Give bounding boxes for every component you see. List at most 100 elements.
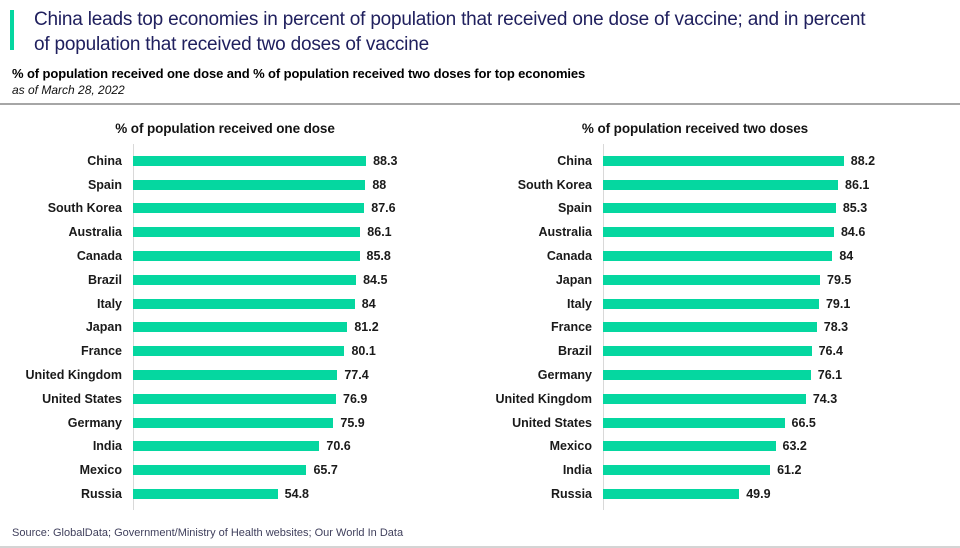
bar-row: Japan 81.2 [10,316,480,340]
value-label: 70.6 [326,439,351,454]
category-label: Canada [546,249,592,264]
value-label: 80.1 [351,344,376,359]
charts-area: % of population received one dose China 8… [0,105,960,510]
category-label: Germany [67,415,122,430]
bar [603,417,785,428]
bar [603,393,806,404]
bar-rows-two-doses: China 88.2 South Korea 86.1 Spain 85.3 Austral… [480,144,950,510]
category-label: United States [42,391,122,406]
value-label: 74.3 [812,391,838,406]
bar [133,227,361,238]
value-label: 76.4 [818,344,843,359]
value-label: 87.6 [371,201,396,216]
bar [133,393,337,404]
bar-row: Spain 88 [10,173,480,197]
bar [133,417,334,428]
bar [603,489,740,500]
bar [133,322,348,333]
category-label: France [81,344,122,359]
category-label: India [92,439,122,454]
bar-row: Italy 84 [10,292,480,316]
value-label: 84 [839,249,854,264]
bar-row: Australia 84.6 [480,220,950,244]
value-label: 79.1 [825,296,851,311]
bar-rows-one-dose: China 88.3 Spain 88 South Korea 87.6 Australia… [10,144,480,510]
bar [603,179,839,190]
value-label: 65.7 [313,463,338,478]
chart-one-dose: % of population received one dose China 8… [10,105,480,510]
category-label: Germany [537,368,592,383]
source-note: Source: GlobalData; Government/Ministry … [12,527,404,539]
value-label: 76.9 [343,391,368,406]
bar [133,179,366,190]
bar [603,155,844,166]
category-label: China [557,153,592,168]
bar [603,227,834,238]
category-label: Mexico [549,439,592,454]
category-label: Australia [68,225,123,240]
category-label: United Kingdom [25,368,122,383]
value-label: 84 [361,296,376,311]
bar [133,298,355,309]
bar [133,251,360,262]
value-label: 86.1 [367,225,392,240]
category-label: South Korea [47,201,122,216]
page-title: China leads top economies in percent of … [34,9,866,55]
category-label: India [562,463,592,478]
value-label: 84.6 [840,225,866,240]
bar [133,203,365,214]
title-accent-bar [10,10,14,50]
value-label: 85.3 [842,201,868,216]
category-label: Spain [557,201,592,216]
report-header: China leads top economies in percent of … [0,0,960,97]
value-label: 75.9 [340,415,365,430]
value-label: 63.2 [782,439,807,454]
value-label: 86.1 [845,177,870,192]
value-label: 49.9 [746,487,771,502]
bar [133,441,320,452]
value-label: 54.8 [284,487,310,502]
bar-row: Canada 84 [480,244,950,268]
value-label: 61.2 [777,463,802,478]
bar-row: Italy 79.1 [480,292,950,316]
value-label: 77.4 [344,368,369,383]
value-label: 88.2 [850,153,876,168]
value-label: 79.5 [827,272,852,287]
bar [133,274,357,285]
category-label: Mexico [79,463,122,478]
category-label: Russia [551,487,592,502]
bar-row: United Kingdom 77.4 [10,363,480,387]
category-label: Russia [81,487,122,502]
bar [603,298,819,309]
category-label: United Kingdom [495,391,592,406]
category-label: Australia [538,225,593,240]
chart-title-two-doses: % of population received two doses [581,121,809,136]
bar-row: United Kingdom 74.3 [480,387,950,411]
bar-row: Mexico 63.2 [480,435,950,459]
bar-row: United States 66.5 [480,411,950,435]
category-label: Italy [566,296,592,311]
category-label: Japan [85,320,122,335]
category-label: Brazil [557,344,592,359]
bar-row: Australia 86.1 [10,220,480,244]
bar-row: Spain 85.3 [480,197,950,221]
chart-title-one-dose: % of population received one dose [115,121,335,136]
category-label: Japan [555,272,592,287]
bar-row: Russia 54.8 [10,482,480,506]
value-label: 76.1 [817,368,843,383]
value-label: 85.8 [366,249,391,264]
bar [603,346,812,357]
bar [133,346,345,357]
bar-row: Russia 49.9 [480,482,950,506]
category-label: France [551,320,592,335]
bar [133,465,307,476]
bar-row: Brazil 84.5 [10,268,480,292]
value-label: 84.5 [363,272,388,287]
bar [603,251,833,262]
chart-subtitle: % of population received one dose and % … [12,66,586,81]
bar [603,203,836,214]
bar-row: Brazil 76.4 [480,339,950,363]
chart-two-doses: % of population received two doses China… [480,105,950,510]
bar [603,274,821,285]
